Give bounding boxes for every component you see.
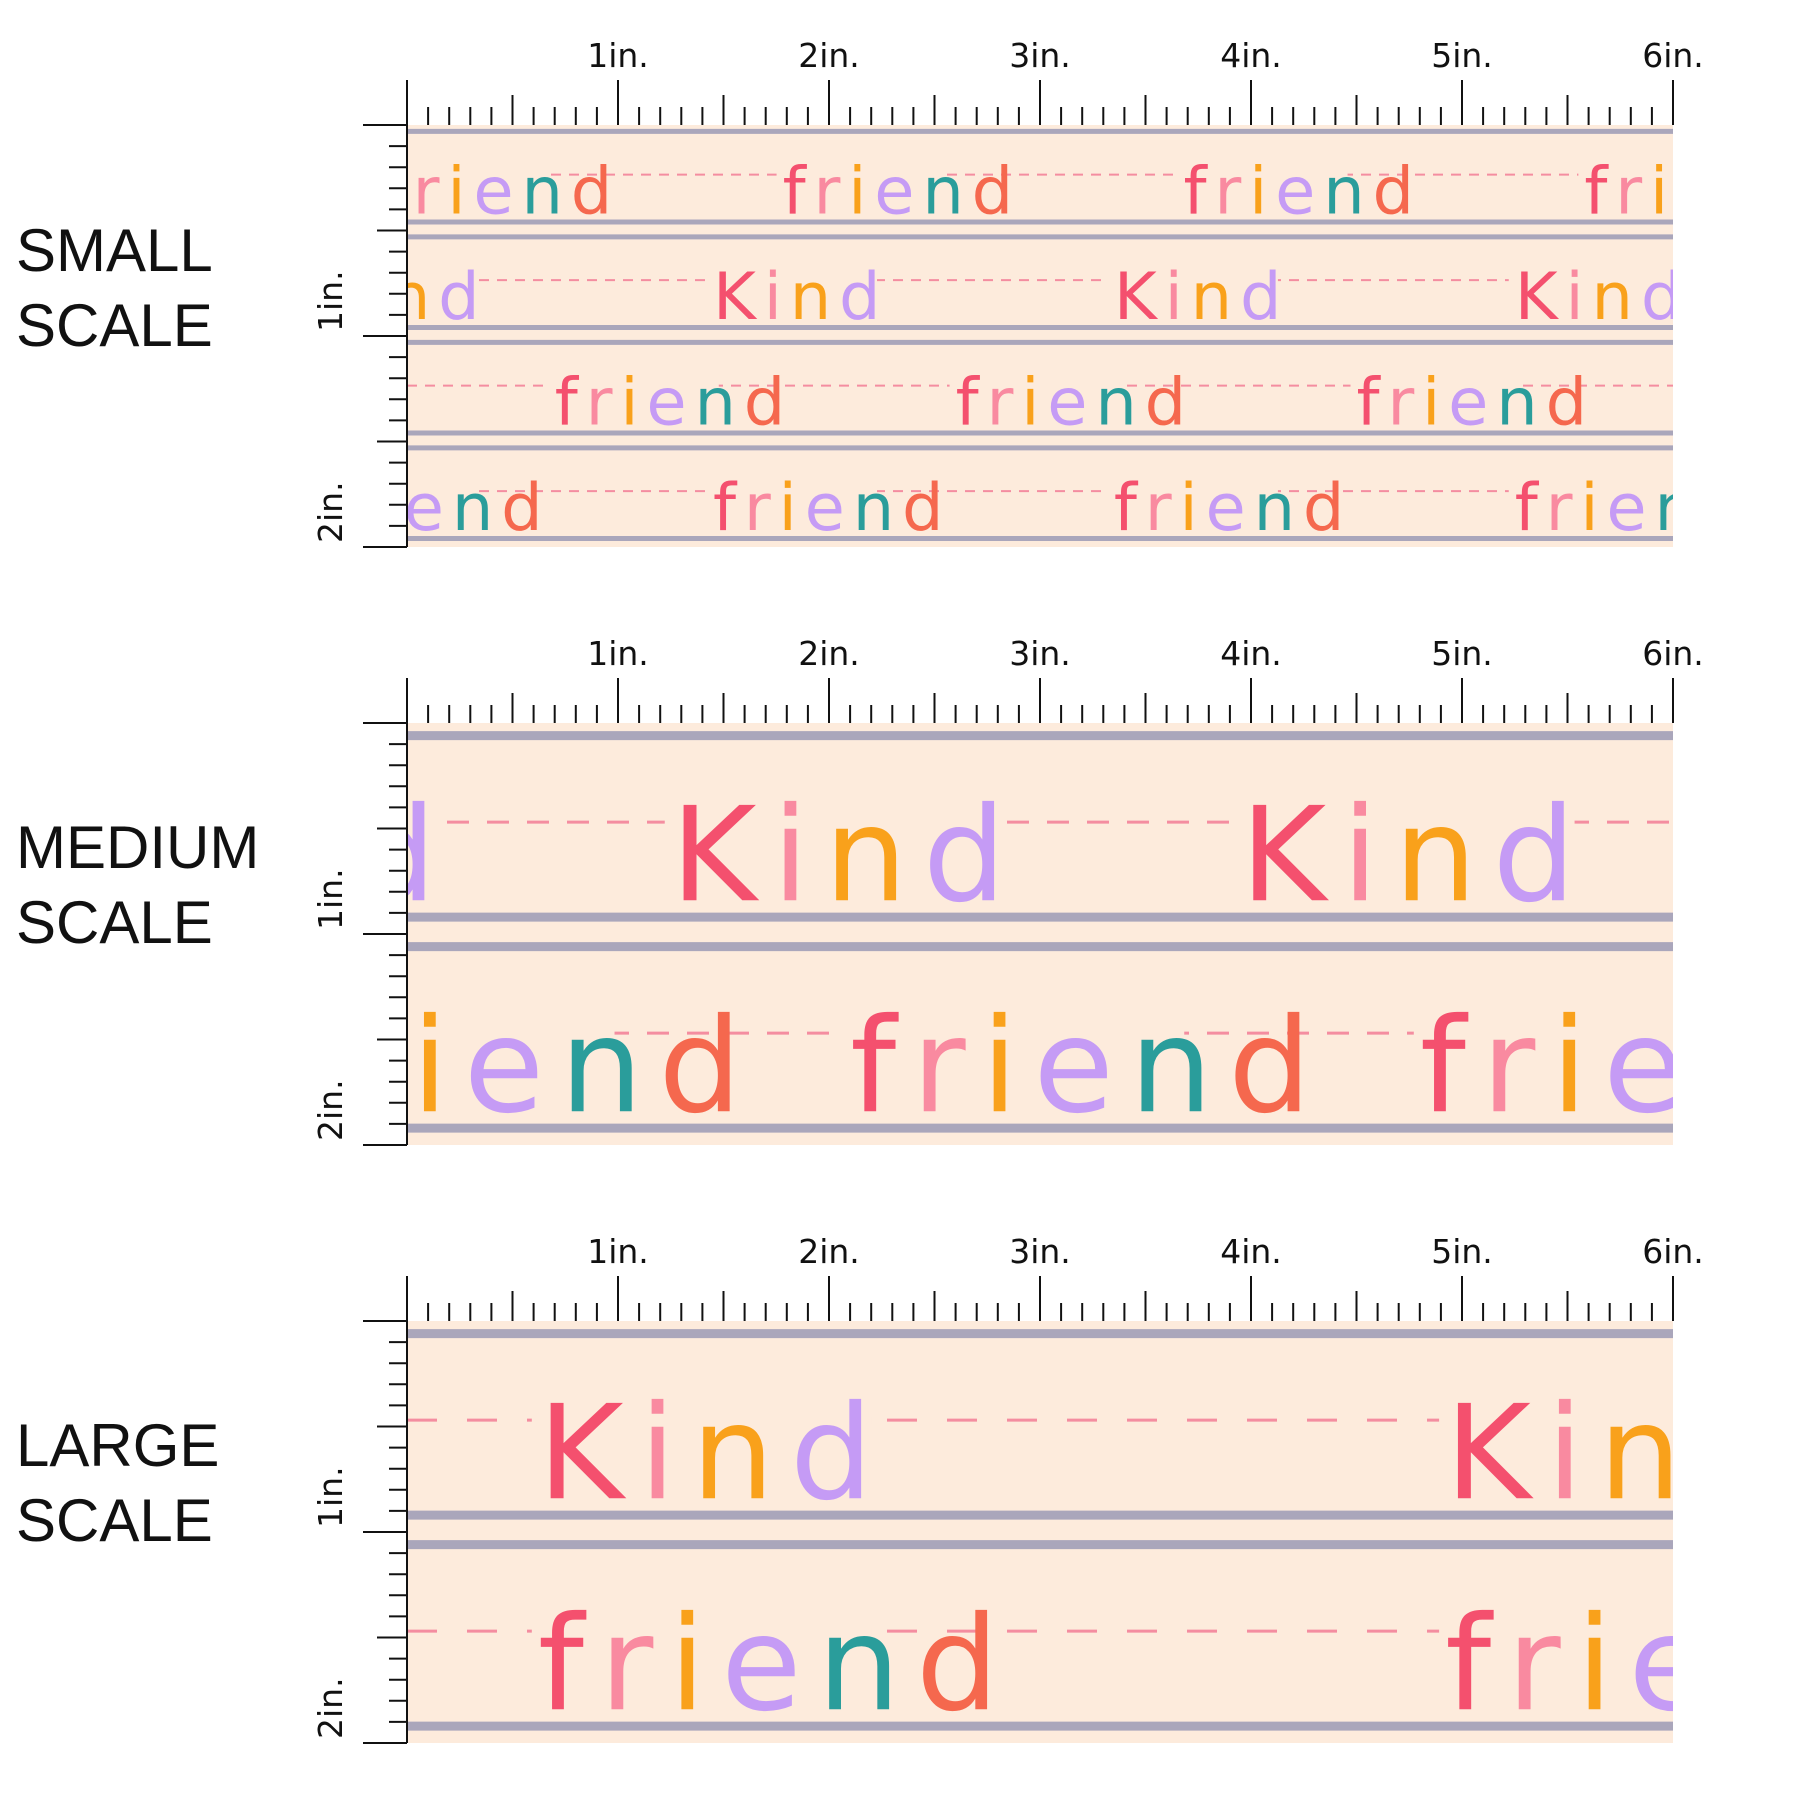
pattern-word: Kind [101, 779, 452, 931]
ruler-label: 5in. [1431, 634, 1493, 673]
ruler-label: 2in. [798, 1232, 860, 1271]
scale-label: SCALE [16, 292, 213, 359]
pattern-word: friend [382, 154, 620, 230]
ruler: 1in. 2in. 3in. 4in. 5in. 6in. 1in. 2in. [311, 634, 1704, 1146]
pattern-word: friend [850, 990, 1327, 1142]
ruler-label: 1in. [587, 1232, 649, 1271]
ruler-label: 2in. [798, 634, 860, 673]
ruler-label: 5in. [1431, 36, 1493, 75]
pattern-word: Kind [1515, 259, 1690, 335]
pattern-word: Kind [1240, 779, 1591, 931]
pattern-word: friend [1357, 365, 1595, 441]
ruler-label: 4in. [1220, 1232, 1282, 1271]
pattern-word: friend [713, 470, 951, 546]
pattern-word: friend [538, 1588, 1015, 1740]
scale-label: MEDIUM [16, 814, 259, 881]
ruler-label: 2in. [311, 1677, 350, 1739]
scale-label: SCALE [16, 1487, 213, 1554]
pattern-word: friend [1420, 990, 1800, 1142]
ruler-label: 5in. [1431, 1232, 1493, 1271]
ruler-label: 3in. [1009, 1232, 1071, 1271]
fabric-background [407, 1321, 1673, 1743]
pattern-word: friend [312, 470, 550, 546]
ruler: 1in. 2in. 3in. 4in. 5in. 6in. 1in. 2in. [311, 1232, 1704, 1744]
pattern-word: Kind [1445, 1377, 1796, 1529]
ruler-label: 4in. [1220, 634, 1282, 673]
pattern-word: friend [1515, 470, 1753, 546]
pattern-word: Kind [1114, 259, 1289, 335]
pattern-word: friend [956, 365, 1194, 441]
ruler-label: 3in. [1009, 36, 1071, 75]
pattern-word: friend [783, 154, 1021, 230]
fabric-swatch: KindKindKindKindfriendfriendfriendfriend… [0, 723, 1800, 1145]
ruler-label: 1in. [311, 868, 350, 930]
scale-panel: SMALLSCALEfriendfriendfriendfriendfriend… [16, 36, 1800, 548]
pattern-word: friend [154, 365, 392, 441]
fabric-background [407, 723, 1673, 1145]
pattern-word: Kind [713, 259, 888, 335]
pattern-word: friend [1584, 154, 1800, 230]
pattern-word: Kind [538, 1377, 889, 1529]
ruler-label: 1in. [587, 634, 649, 673]
ruler-label: 1in. [587, 36, 649, 75]
ruler-label: 2in. [798, 36, 860, 75]
scale-label: SCALE [16, 889, 213, 956]
ruler-label: 2in. [311, 1079, 350, 1141]
pattern-word: friend [1445, 1588, 1800, 1740]
ruler-label: 6in. [1642, 634, 1704, 673]
ruler-label: 1in. [311, 1466, 350, 1528]
scale-label: LARGE [16, 1412, 219, 1479]
scale-panel: LARGESCALEKindKindKindKindfriendfriendfr… [0, 1232, 1800, 1744]
ruler-label: 6in. [1642, 1232, 1704, 1271]
fabric-background [407, 125, 1673, 547]
ruler-label: 4in. [1220, 36, 1282, 75]
ruler-label: 6in. [1642, 36, 1704, 75]
pattern-word: friend [0, 990, 188, 1142]
ruler-label: 2in. [311, 481, 350, 543]
fabric-swatch: friendfriendfriendfriendfriendfriendKind… [154, 125, 1800, 547]
ruler-label: 3in. [1009, 634, 1071, 673]
pattern-word: friend [555, 365, 793, 441]
pattern-word: friend [1183, 154, 1421, 230]
pattern-word: Kind [671, 779, 1022, 931]
scale-panel: MEDIUMSCALEKindKindKindKindfriendfriendf… [0, 634, 1800, 1146]
ruler-label: 1in. [311, 270, 350, 332]
pattern-word: Kind [312, 259, 487, 335]
pattern-word: friend [1757, 365, 1800, 441]
scale-label: SMALL [16, 217, 213, 284]
ruler: 1in. 2in. 3in. 4in. 5in. 6in. 1in. 2in. [311, 36, 1704, 548]
pattern-word: friend [280, 990, 757, 1142]
pattern-word: friend [0, 1588, 107, 1740]
pattern-word: friend [1114, 470, 1352, 546]
